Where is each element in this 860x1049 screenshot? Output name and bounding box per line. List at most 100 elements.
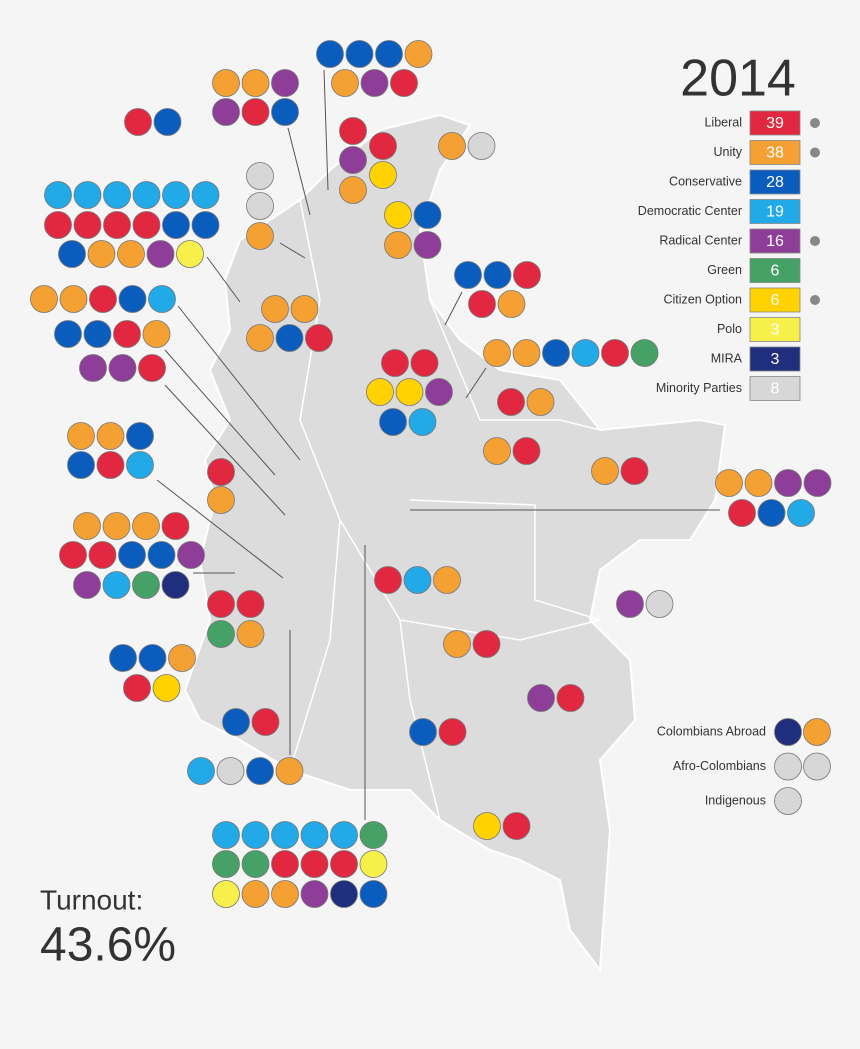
seat-dot [207, 458, 235, 486]
seat-dot [305, 324, 333, 352]
seat-dot [483, 339, 511, 367]
seat-dot [147, 541, 176, 569]
seat-dot [153, 108, 182, 136]
seat-dot [191, 211, 220, 239]
seat-dot [177, 541, 205, 569]
seat-dot [359, 880, 388, 908]
seat-dot [162, 181, 190, 209]
seat-dot [330, 850, 358, 878]
legend-label: Liberal [704, 115, 742, 129]
seat-dot [96, 422, 125, 450]
seat-dot [132, 211, 161, 239]
legend-seats: 6 [771, 292, 780, 309]
seat-dot [73, 571, 101, 599]
legend-seats: 19 [766, 204, 784, 221]
seat-dot [138, 644, 167, 672]
legend-label: Polo [717, 322, 742, 336]
seat-dot [212, 821, 240, 849]
seat-dot [187, 757, 215, 785]
seat-dot [774, 787, 802, 815]
seat-dot [300, 880, 329, 908]
seat-dot [601, 339, 629, 367]
seat-dot [774, 718, 802, 746]
seat-dot [216, 757, 245, 785]
legend-box [749, 199, 801, 224]
seat-dot [271, 880, 299, 908]
seat-dot [359, 821, 388, 849]
seat-dot [757, 499, 786, 527]
seat-dot [616, 590, 644, 618]
legend-seats: 38 [766, 145, 784, 162]
seat-dot [161, 571, 190, 599]
seat-dot [117, 240, 145, 268]
seat-dot [438, 718, 467, 746]
legend-seats: 28 [766, 174, 784, 191]
seat-dot [161, 512, 190, 540]
seat-dot [132, 571, 160, 599]
seat-dot [102, 571, 131, 599]
seat-dot [168, 644, 196, 672]
legend-box [749, 169, 801, 195]
seat-dot [542, 339, 570, 367]
special-label: Afro-Colombians [673, 759, 766, 773]
special-label: Colombians Abroad [657, 724, 766, 738]
legend-marker [810, 236, 820, 246]
seat-dot [803, 718, 831, 746]
seat-dot [212, 69, 240, 97]
seat-dot [339, 146, 367, 174]
seat-dot [483, 261, 512, 289]
legend-label: Democratic Center [638, 204, 742, 218]
seat-dot [413, 201, 442, 229]
seat-dot [212, 850, 240, 878]
seat-dot [146, 240, 175, 268]
legend-seats: 3 [771, 351, 780, 368]
legend-label: Green [707, 263, 742, 277]
seat-dot [374, 566, 402, 594]
seat-dot [126, 451, 154, 479]
seat-dot [413, 231, 442, 259]
seat-dot [410, 349, 439, 377]
legend-box [749, 110, 801, 136]
seat-dot [124, 108, 152, 136]
legend-label: Unity [714, 145, 743, 159]
seat-dot [271, 69, 299, 97]
seat-dot [366, 378, 394, 406]
seat-dot [212, 880, 240, 908]
seat-dot [132, 512, 160, 540]
seat-dot [241, 98, 270, 126]
seat-dot [381, 349, 409, 377]
seat-dot [395, 378, 424, 406]
legend-label: Radical Center [659, 233, 742, 247]
legend-seats: 8 [771, 381, 780, 398]
seat-dot [251, 708, 280, 736]
legend-marker [810, 118, 820, 128]
legend-seats: 39 [766, 115, 784, 132]
seat-dot [241, 821, 270, 849]
seat-dot [54, 320, 82, 348]
seat-dot [715, 469, 743, 497]
seat-dot [138, 354, 166, 382]
seat-dot [369, 161, 397, 189]
region-border [429, 299, 601, 431]
seat-dot [73, 512, 101, 540]
seat-dot [369, 132, 397, 160]
seat-dot [241, 880, 270, 908]
seat-dot [571, 339, 600, 367]
seat-dot [443, 630, 471, 658]
seat-dot [236, 590, 265, 618]
seat-dot [433, 566, 461, 594]
seat-dot [275, 757, 304, 785]
seat-dot [384, 231, 412, 259]
seat-dot [300, 821, 329, 849]
seat-dot [236, 620, 265, 648]
seat-dot [83, 320, 112, 348]
seat-dot [59, 541, 87, 569]
legend-seats: 6 [771, 263, 780, 280]
seat-dot [556, 684, 585, 712]
seat-dot [339, 176, 367, 204]
seat-dot [59, 285, 88, 313]
seat-dot [109, 644, 137, 672]
seat-dot [497, 290, 526, 318]
seat-dot [191, 181, 220, 209]
